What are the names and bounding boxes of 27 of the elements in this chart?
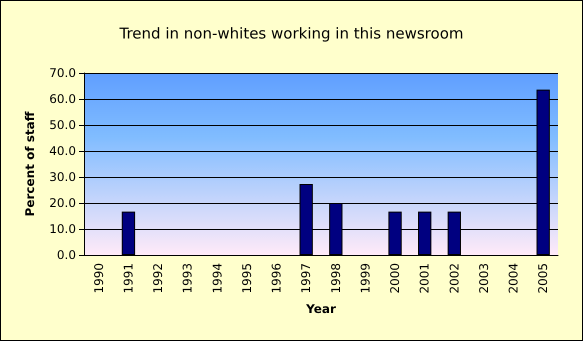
- x-tick-label: 1996: [270, 263, 284, 294]
- x-tick-label: 1997: [299, 263, 314, 294]
- y-tick-label: 20.0: [49, 196, 76, 210]
- x-tick-label: 1990: [92, 263, 106, 294]
- x-tick-label: 1992: [151, 263, 166, 294]
- y-tick-label: 50.0: [49, 118, 76, 132]
- x-tick-label: 1991: [121, 263, 136, 294]
- y-axis-title: Percent of staff: [23, 111, 37, 216]
- y-tick-label: 60.0: [49, 92, 76, 106]
- y-tick-label: 0.0: [56, 248, 76, 262]
- x-tick-label: 2003: [476, 263, 491, 294]
- chart-title: Trend in non-whites working in this newsroom: [118, 24, 464, 42]
- y-tick-label: 10.0: [49, 222, 76, 236]
- x-tick-label: 1993: [180, 263, 195, 294]
- x-tick-label: 1995: [240, 263, 254, 294]
- x-tick-label: 1998: [328, 263, 343, 294]
- y-tick-label: 30.0: [49, 170, 76, 184]
- y-tick-label: 70.0: [49, 66, 76, 80]
- x-tick-label: 2002: [447, 263, 462, 294]
- x-tick-label: 2005: [536, 263, 550, 294]
- x-tick-label: 1999: [358, 263, 372, 294]
- x-tick-label: 2001: [418, 263, 432, 294]
- x-axis-title: Year: [305, 302, 336, 316]
- x-tick-label: 1994: [210, 263, 224, 294]
- x-tick-label: 2000: [388, 263, 402, 294]
- y-tick-label: 40.0: [49, 144, 76, 158]
- x-tick-label: 2004: [506, 263, 521, 294]
